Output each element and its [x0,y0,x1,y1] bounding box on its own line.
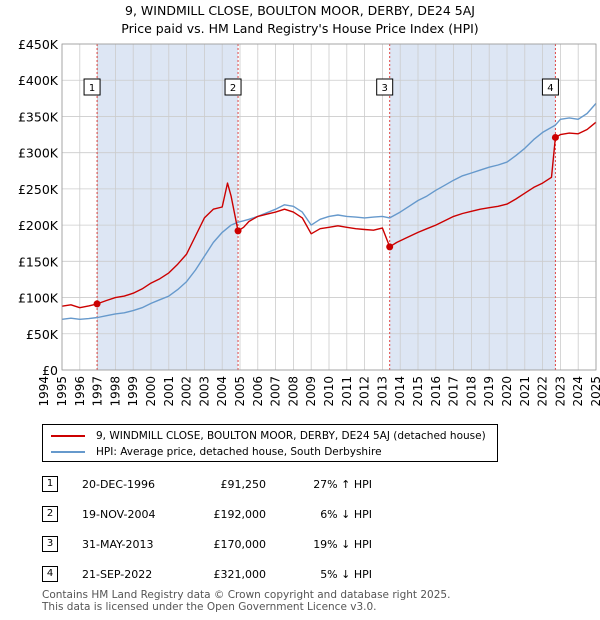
sale-point [93,300,101,308]
x-tick-label: 2006 [251,376,265,407]
y-tick-label: £150K [18,254,59,269]
transaction-number-box [541,78,559,96]
x-tick-label: 2004 [215,376,229,407]
chart-title-line2: Price paid vs. HM Land Registry's House … [121,21,479,36]
x-tick-label: 1999 [126,376,140,407]
x-tick-label: 2013 [375,376,389,407]
transaction-number: 2 [42,506,58,522]
x-tick-label: 2012 [358,376,372,407]
y-tick-label: £100K [18,291,59,306]
transaction-date: 19-NOV-2004 [82,508,156,521]
x-tick-label: 2007 [269,376,283,407]
x-tick-label: 2017 [447,376,461,407]
transaction-number-label: 2 [230,83,236,94]
transaction-price: £192,000 [213,508,267,521]
transaction-number-box [376,78,394,96]
legend-property-label: 9, WINDMILL CLOSE, BOULTON MOOR, DERBY, … [96,430,486,442]
x-tick-label: 2015 [411,376,425,407]
sale-point [386,243,394,251]
table-row: 2 19-NOV-2004 £192,000 6% ↓ HPI [42,506,442,524]
x-tick-label: 1998 [108,376,122,407]
transaction-date: 31-MAY-2013 [82,538,154,551]
transaction-hpi-diff: 19% ↓ HPI [313,538,372,551]
transaction-number: 4 [42,566,58,582]
x-tick-label: 1996 [73,376,87,407]
y-tick-label: £50K [26,327,59,342]
transaction-hpi-diff: 27% ↑ HPI [313,478,372,491]
x-tick-label: 2025 [589,376,600,407]
hpi-line [61,102,597,320]
footer-copyright: Contains HM Land Registry data © Crown c… [42,589,451,601]
x-tick-label: 2021 [518,376,532,407]
transaction-hpi-diff: 5% ↓ HPI [320,568,372,581]
table-row: 3 31-MAY-2013 £170,000 19% ↓ HPI [42,536,442,554]
transaction-date: 20-DEC-1996 [82,478,156,491]
y-tick-label: £200K [18,218,59,233]
y-tick-label: £450K [18,37,59,52]
ownership-period-shade [389,44,556,370]
x-tick-label: 1995 [55,376,69,407]
x-tick-label: 2014 [393,376,407,407]
legend-hpi-swatch [51,451,85,453]
x-tick-label: 2005 [233,376,247,407]
transaction-number-label: 1 [89,83,95,94]
x-tick-label: 2008 [286,376,300,407]
transaction-number-box [224,78,242,96]
x-tick-label: 1997 [91,376,105,407]
x-tick-label: 2022 [536,376,550,407]
table-row: 4 21-SEP-2022 £321,000 5% ↓ HPI [42,566,442,584]
property-price-line [61,121,597,309]
ownership-period-shade [97,44,239,370]
transaction-number-label: 4 [547,83,553,94]
transaction-price: £321,000 [213,568,267,581]
chart-title-line1: 9, WINDMILL CLOSE, BOULTON MOOR, DERBY, … [125,3,475,18]
x-tick-label: 2016 [429,376,443,407]
transaction-price: £91,250 [220,478,267,491]
legend-hpi-label: HPI: Average price, detached house, Sout… [96,446,382,458]
legend: 9, WINDMILL CLOSE, BOULTON MOOR, DERBY, … [42,424,498,462]
y-tick-label: £250K [18,182,59,197]
price-chart: 1 2 3 4 £0 £50K £100K £150K £200K £250K £300K £350… [18,37,600,407]
plot-frame [61,43,597,371]
x-tick-label: 2001 [162,376,176,407]
x-tick-label: 2019 [482,376,496,407]
x-tick-label: 2024 [571,376,585,407]
x-tick-label: 1994 [37,376,51,407]
transaction-number: 1 [42,476,58,492]
x-tick-label: 2023 [553,376,567,407]
x-tick-label: 2011 [340,376,354,407]
transaction-number-box [83,78,101,96]
y-tick-label: £350K [18,109,59,124]
x-tick-label: 2018 [464,376,478,407]
table-row: 1 20-DEC-1996 £91,250 27% ↑ HPI [42,476,442,494]
transaction-hpi-diff: 6% ↓ HPI [320,508,372,521]
x-tick-label: 2009 [304,376,318,407]
x-tick-label: 2003 [197,376,211,407]
footer-licence: This data is licensed under the Open Gov… [42,601,377,613]
sale-point [551,133,559,141]
x-tick-label: 2000 [144,376,158,407]
y-tick-label: £0 [42,363,58,378]
transaction-number: 3 [42,536,58,552]
sale-point [234,227,242,235]
y-tick-label: £300K [18,146,59,161]
x-tick-label: 2020 [500,376,514,407]
x-tick-label: 2002 [180,376,194,407]
transaction-price: £170,000 [213,538,267,551]
legend-property-swatch [51,435,85,437]
transaction-date: 21-SEP-2022 [82,568,153,581]
transaction-number-label: 3 [382,83,388,94]
y-tick-label: £400K [18,73,59,88]
x-tick-label: 2010 [322,376,336,407]
